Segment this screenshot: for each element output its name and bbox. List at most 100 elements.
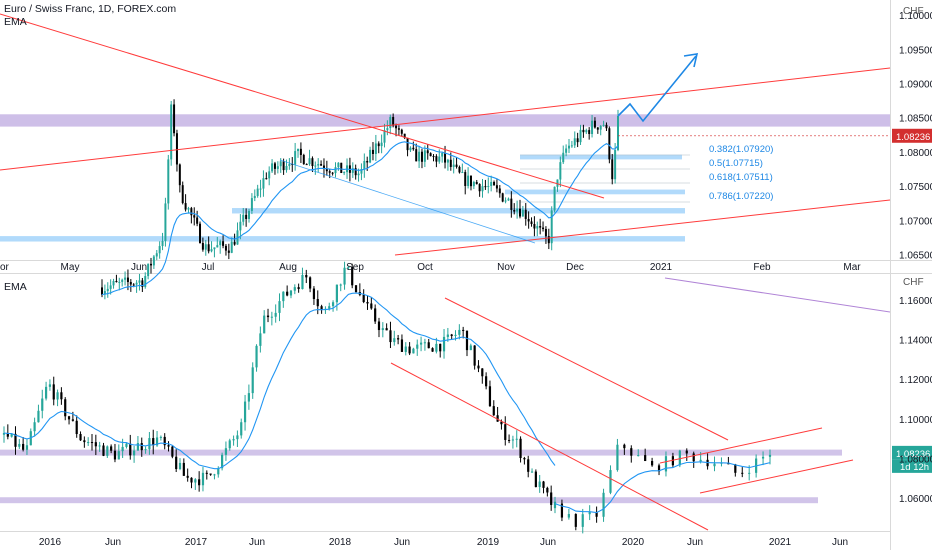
weekly-candle-body bbox=[186, 475, 189, 478]
projection-path bbox=[617, 55, 697, 123]
weekly-candle-body bbox=[374, 308, 377, 322]
weekly-candle-body bbox=[25, 445, 29, 450]
last-price-badge-bottom bbox=[892, 445, 932, 460]
weekly-candle-body bbox=[442, 336, 446, 352]
weekly-candle-body bbox=[534, 471, 537, 488]
weekly-candle-body bbox=[301, 275, 304, 290]
price-tick-top: 1.09500 bbox=[899, 45, 932, 56]
weekly-candle-recent-body bbox=[616, 444, 619, 471]
weekly-candle-body bbox=[90, 442, 94, 444]
daily-candle-body bbox=[245, 214, 248, 219]
countdown-text: 1d 12h bbox=[900, 462, 929, 473]
weekly-candle-body bbox=[121, 446, 124, 452]
weekly-candle-body bbox=[469, 345, 472, 351]
weekly-candle-body bbox=[393, 338, 396, 343]
daily-candle-body bbox=[288, 163, 291, 166]
daily-candle-body bbox=[285, 165, 288, 171]
weekly-candle-body bbox=[6, 432, 9, 437]
weekly-candle-body bbox=[400, 339, 404, 352]
daily-candle-body bbox=[602, 124, 605, 126]
time-tick-bottom: Jun bbox=[394, 537, 410, 548]
daily-candle-body bbox=[395, 125, 398, 129]
daily-candle-body bbox=[507, 198, 510, 201]
weekly-candle-recent-body bbox=[685, 450, 688, 454]
time-tick-top: 2021 bbox=[650, 262, 673, 273]
weekly-candle-body bbox=[439, 343, 442, 352]
daily-candle-body bbox=[118, 281, 121, 283]
daily-candle-body bbox=[524, 209, 527, 219]
fib-level-label: 0.618(1.07511) bbox=[709, 172, 773, 183]
weekly-candle-ema-line bbox=[3, 292, 556, 470]
weekly-candle-body bbox=[94, 442, 97, 447]
daily-candle-body bbox=[409, 147, 412, 151]
weekly-candle-body bbox=[488, 386, 492, 407]
weekly-candle-body bbox=[377, 321, 381, 331]
weekly-candle-body bbox=[462, 329, 465, 331]
weekly-candle-body bbox=[293, 287, 296, 291]
daily-candle-body bbox=[389, 116, 392, 129]
weekly-candle-recent-body bbox=[692, 453, 695, 462]
weekly-candle-body bbox=[194, 479, 197, 483]
weekly-candle-body bbox=[538, 481, 541, 488]
daily-candle-body bbox=[585, 130, 588, 133]
daily-candle-body bbox=[101, 287, 103, 295]
weekly-candle-body bbox=[217, 468, 220, 475]
daily-candle-body bbox=[400, 129, 403, 134]
time-tick-top: Feb bbox=[753, 262, 771, 273]
weekly-candle-body bbox=[132, 450, 136, 456]
weekly-candle-recent-body bbox=[748, 472, 751, 474]
daily-candle-body bbox=[397, 128, 400, 130]
weekly-candle-body bbox=[125, 443, 128, 447]
weekly-candle-body bbox=[351, 266, 354, 286]
daily-candle-body bbox=[161, 240, 164, 247]
weekly-candle-body bbox=[270, 316, 273, 318]
time-tick-top: Jul bbox=[202, 262, 215, 273]
daily-candle-body bbox=[147, 263, 150, 277]
weekly-candle-body bbox=[385, 328, 388, 331]
daily-candle-body bbox=[126, 277, 129, 283]
time-tick-bottom: 2021 bbox=[769, 537, 792, 548]
daily-candle-body bbox=[458, 166, 461, 173]
weekly-candle-body bbox=[243, 401, 247, 423]
channel-line-top bbox=[279, 159, 536, 244]
daily-candle-body bbox=[259, 188, 262, 190]
weekly-candle-body bbox=[221, 454, 224, 469]
daily-candle-body bbox=[219, 241, 222, 246]
weekly-candle-recent-body bbox=[553, 503, 557, 509]
bottom-chart-pane[interactable]: 1.08236 1d 12h bbox=[0, 261, 932, 534]
weekly-candle-body bbox=[465, 330, 469, 351]
time-tick-bottom: Jun bbox=[249, 537, 265, 548]
daily-candle-body bbox=[121, 279, 124, 282]
weekly-candle-body bbox=[198, 479, 201, 486]
weekly-candle-body bbox=[542, 481, 545, 488]
weekly-candle-body bbox=[530, 471, 534, 473]
weekly-candle-body bbox=[515, 438, 518, 440]
daily-candle-body bbox=[187, 208, 190, 210]
daily-candle-body bbox=[152, 256, 155, 266]
time-tick-top: Nov bbox=[497, 262, 515, 273]
support-zone-blue bbox=[505, 189, 685, 195]
weekly-candle-recent-body bbox=[713, 463, 716, 467]
daily-candle-body bbox=[513, 209, 516, 212]
weekly-candle-recent-body bbox=[734, 464, 737, 473]
daily-candle-body bbox=[250, 198, 253, 211]
weekly-candle-body bbox=[431, 348, 434, 352]
weekly-candle-body bbox=[148, 438, 151, 450]
weekly-candle-body bbox=[312, 288, 316, 300]
daily-candle-body bbox=[493, 181, 496, 186]
time-tick-bottom: Jun bbox=[105, 537, 121, 548]
weekly-candle-body bbox=[523, 458, 526, 460]
daily-candle-body bbox=[536, 226, 539, 229]
daily-candle-body bbox=[294, 151, 297, 165]
top-chart-pane[interactable]: 0.382(1.07920) 0.5(1.07715) 0.618(1.07511)… bbox=[0, 13, 932, 300]
daily-candle-body bbox=[444, 152, 447, 163]
weekly-candle-body bbox=[18, 443, 21, 447]
weekly-candle-body bbox=[60, 392, 63, 400]
weekly-candle-body bbox=[278, 301, 281, 313]
weekly-candle-body bbox=[289, 290, 293, 296]
daily-candle-body bbox=[374, 143, 377, 154]
daily-candle-body bbox=[297, 148, 300, 152]
daily-candle-body bbox=[337, 162, 340, 168]
